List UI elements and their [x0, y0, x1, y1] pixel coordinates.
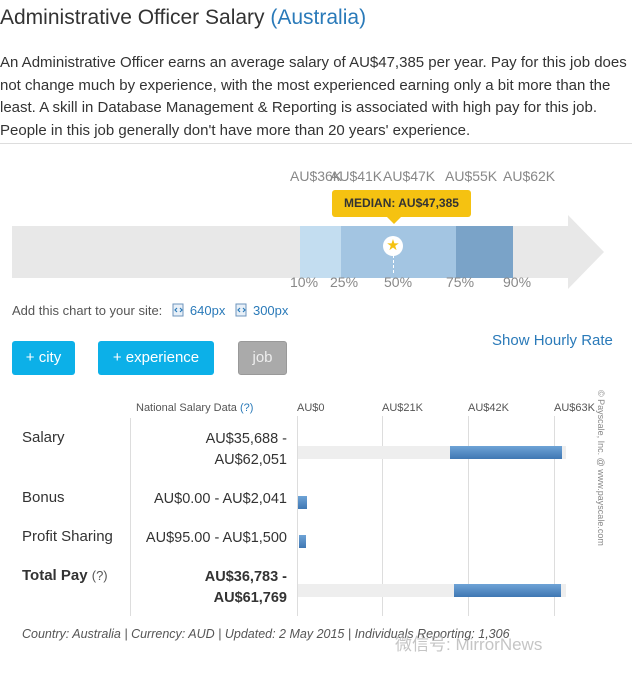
footer-meta: Country: Australia | Currency: AUD | Upd…: [22, 627, 510, 641]
row-label-salary: Salary: [22, 429, 65, 446]
value-line: AU$95.00 - AU$1,500: [145, 530, 287, 546]
row-value-total-pay: AU$36,783 - AU$61,769: [205, 567, 287, 609]
value-line: AU$0.00 - AU$2,041: [153, 491, 287, 507]
range-band-10-25: [300, 226, 341, 278]
grid-line: [382, 416, 383, 616]
range-value-label: AU$41K: [330, 168, 383, 184]
table-header-label: National Salary Data: [136, 402, 237, 414]
row-value-bonus: AU$0.00 - AU$2,041: [154, 489, 287, 510]
total-pay-range-bar: [454, 584, 561, 597]
payscale-credit: © Payscale, Inc. @ www.payscale.com: [596, 390, 606, 546]
value-line: AU$35,688 -: [205, 431, 287, 447]
row-label-bonus: Bonus: [22, 489, 65, 506]
total-pay-label: Total Pay: [22, 567, 88, 584]
percentile-label: 25%: [330, 274, 359, 290]
range-band-75-90: [456, 226, 513, 278]
median-line: [393, 245, 394, 273]
row-value-salary: AU$35,688 - AU$62,051: [206, 429, 287, 471]
country-link[interactable]: (Australia): [270, 6, 367, 29]
grid-line: [554, 416, 555, 616]
national-salary-data-header: National Salary Data (?): [136, 402, 253, 414]
salary-summary: An Administrative Officer earns an avera…: [0, 54, 627, 139]
show-hourly-rate-link[interactable]: Show Hourly Rate: [492, 332, 613, 349]
axis-label: AU$21K: [382, 402, 423, 414]
embed-label: Add this chart to your site:: [12, 303, 163, 318]
axis-label: AU$42K: [468, 402, 509, 414]
profit-sharing-range-bar: [299, 535, 306, 548]
help-link[interactable]: (?): [239, 402, 254, 414]
grid-line: [468, 416, 469, 616]
embed-300-link[interactable]: 300px: [252, 303, 289, 318]
embed-code-icon: [235, 303, 247, 317]
embed-chart-row: Add this chart to your site: 640px 300px: [12, 303, 288, 318]
value-line: AU$61,769: [213, 590, 287, 606]
table-divider: [130, 418, 131, 616]
row-label-profit-sharing: Profit Sharing: [22, 528, 113, 545]
salary-range-bar: [449, 446, 562, 459]
divider: [0, 143, 632, 144]
value-line: AU$36,783 -: [204, 569, 287, 585]
percentile-label: 75%: [446, 274, 475, 290]
percentile-label: 10%: [290, 274, 319, 290]
add-experience-button[interactable]: + experience: [98, 341, 214, 375]
range-value-label: AU$55K: [445, 168, 498, 184]
watermark: 微信号: MirrorNews: [395, 635, 543, 654]
title-text: Administrative Officer Salary: [0, 6, 265, 29]
value-line: AU$62,051: [214, 452, 287, 468]
axis-label: AU$0: [297, 402, 325, 414]
median-caret: [387, 217, 401, 224]
grid-line: [297, 416, 298, 616]
percentile-label: 90%: [503, 274, 532, 290]
embed-640-link[interactable]: 640px: [189, 303, 226, 318]
page-title: Administrative Officer Salary (Australia…: [0, 6, 366, 30]
row-label-total-pay: Total Pay (?): [22, 567, 108, 584]
axis-label: AU$63K: [554, 402, 595, 414]
median-badge: MEDIAN: AU$47,385: [332, 190, 471, 217]
bonus-range-bar: [298, 496, 307, 509]
percentile-label: 50%: [384, 274, 413, 290]
add-city-button[interactable]: + city: [12, 341, 75, 375]
range-value-label: AU$47K: [383, 168, 436, 184]
embed-code-icon: [172, 303, 184, 317]
star-icon: ★: [383, 236, 403, 256]
help-link[interactable]: (?): [91, 568, 108, 583]
job-button[interactable]: job: [238, 341, 287, 375]
row-value-profit-sharing: AU$95.00 - AU$1,500: [146, 528, 287, 549]
range-value-label: AU$36K: [290, 168, 343, 184]
range-value-label: AU$62K: [503, 168, 556, 184]
